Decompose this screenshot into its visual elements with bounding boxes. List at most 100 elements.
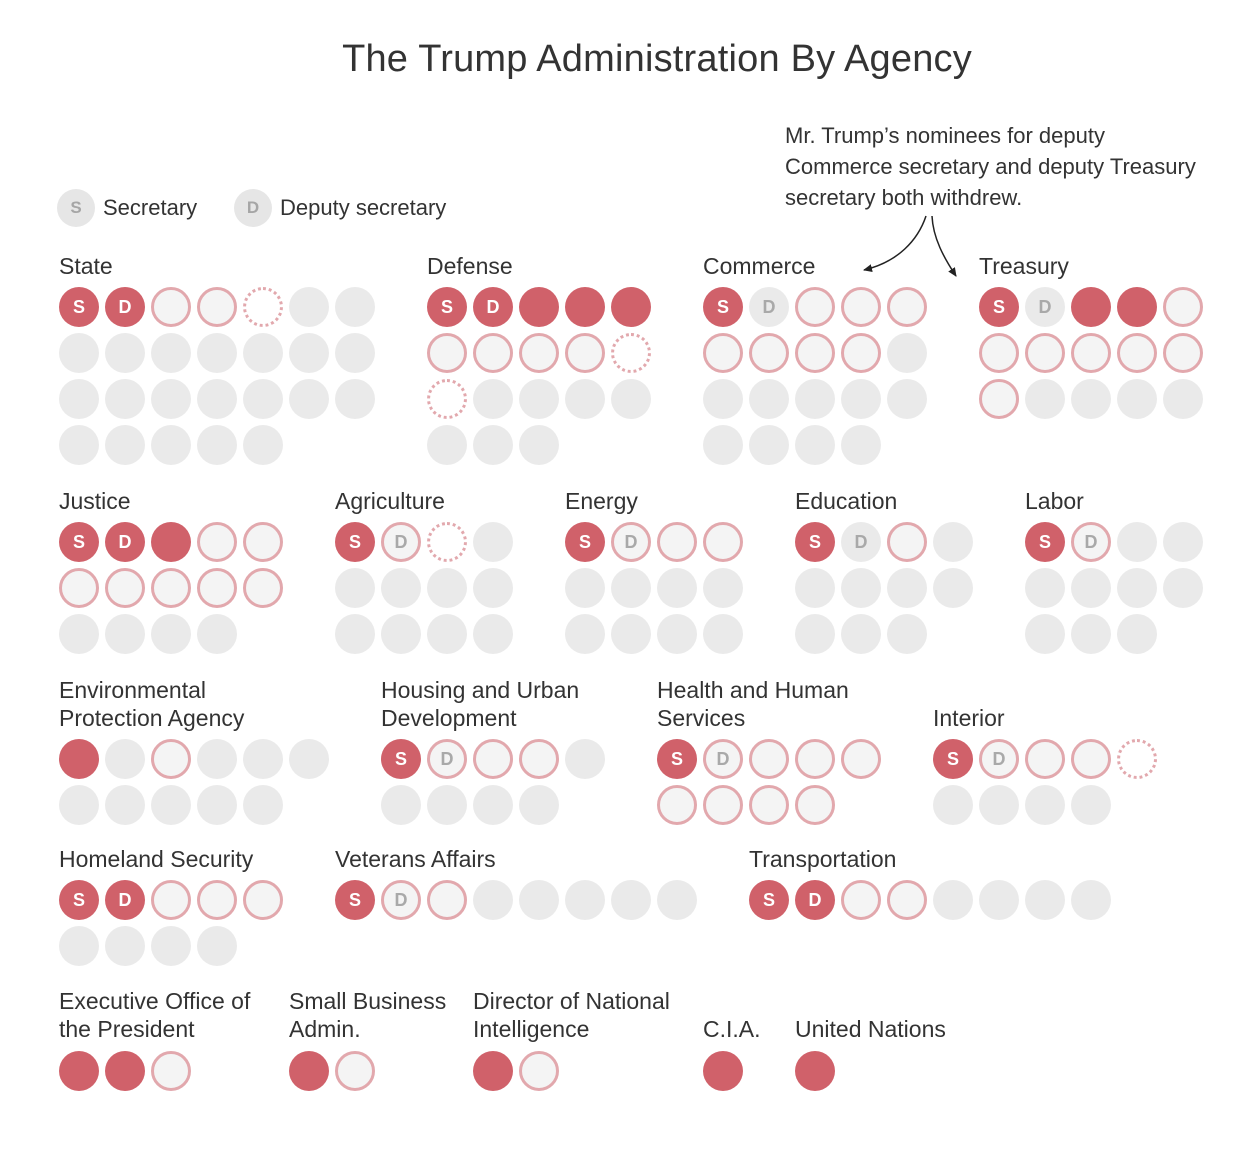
defense-position-vacant bbox=[519, 379, 559, 419]
health-and-human-services-position-nominee bbox=[795, 785, 835, 825]
treasury-position-nominee bbox=[1117, 333, 1157, 373]
health-and-human-services-position-nominee: D bbox=[703, 739, 743, 779]
interior-position-confirmed: S bbox=[933, 739, 973, 779]
defense-position-vacant bbox=[427, 425, 467, 465]
state-position-vacant bbox=[197, 425, 237, 465]
legend-deputy-dot: D bbox=[234, 189, 272, 227]
education-position-vacant bbox=[933, 568, 973, 608]
agency-label-line: Protection Agency bbox=[59, 705, 245, 731]
agriculture-position-vacant bbox=[427, 568, 467, 608]
energy-position-vacant bbox=[565, 614, 605, 654]
state-position-vacant bbox=[105, 379, 145, 419]
treasury-position-vacant bbox=[1117, 379, 1157, 419]
treasury-position-nominee bbox=[979, 379, 1019, 419]
homeland-security-position-confirmed: D bbox=[105, 880, 145, 920]
agriculture-position-vacant bbox=[473, 614, 513, 654]
interior-position-nominee bbox=[1025, 739, 1065, 779]
state-position-vacant bbox=[335, 379, 375, 419]
legend-secretary-dot: S bbox=[57, 189, 95, 227]
agency-label-line: the President bbox=[59, 1016, 195, 1042]
veterans-affairs-position-vacant bbox=[657, 880, 697, 920]
homeland-security-position-nominee bbox=[151, 880, 191, 920]
homeland-security-position-confirmed: S bbox=[59, 880, 99, 920]
legend-deputy: D Deputy secretary bbox=[234, 188, 446, 228]
state-position-confirmed: D bbox=[105, 287, 145, 327]
agriculture-position-vacant bbox=[381, 568, 421, 608]
defense-position-vacant bbox=[519, 425, 559, 465]
housing-and-urban-development-position-nominee bbox=[519, 739, 559, 779]
commerce-position-nominee bbox=[841, 287, 881, 327]
education-position-vacant bbox=[795, 568, 835, 608]
labor-position-confirmed: S bbox=[1025, 522, 1065, 562]
state-position-nominee bbox=[151, 287, 191, 327]
interior-position-vacant bbox=[1025, 785, 1065, 825]
defense-position-nominee bbox=[473, 333, 513, 373]
defense-position-confirmed bbox=[611, 287, 651, 327]
defense-position-withdrawn bbox=[611, 333, 651, 373]
agency-label-transportation: Transportation bbox=[749, 845, 896, 873]
environmental-protection-agency-position-vacant bbox=[243, 785, 283, 825]
commerce-position-vacant bbox=[887, 379, 927, 419]
state-position-vacant bbox=[243, 379, 283, 419]
transportation-position-confirmed: D bbox=[795, 880, 835, 920]
transportation-position-vacant bbox=[933, 880, 973, 920]
state-position-vacant bbox=[151, 379, 191, 419]
environmental-protection-agency-position-vacant bbox=[105, 785, 145, 825]
health-and-human-services-position-nominee bbox=[749, 785, 789, 825]
agency-label-line: Development bbox=[381, 705, 517, 731]
agriculture-position-confirmed: S bbox=[335, 522, 375, 562]
agency-label-treasury: Treasury bbox=[979, 252, 1069, 280]
justice-position-nominee bbox=[197, 568, 237, 608]
justice-position-confirmed bbox=[151, 522, 191, 562]
agency-label-director-of-national-intelligence: Director of National Intelligence bbox=[473, 987, 670, 1043]
agency-label-line: Interior bbox=[933, 705, 1005, 731]
agency-label-line: Executive Office of bbox=[59, 988, 251, 1014]
executive-office-of-the-president-position-confirmed bbox=[105, 1051, 145, 1091]
arrow-to-commerce bbox=[863, 215, 927, 273]
agency-label-line: Admin. bbox=[289, 1016, 361, 1042]
education-position-vacant bbox=[841, 568, 881, 608]
defense-position-nominee bbox=[519, 333, 559, 373]
interior-position-nominee: D bbox=[979, 739, 1019, 779]
agency-label-line: Defense bbox=[427, 253, 513, 279]
commerce-position-nominee bbox=[749, 333, 789, 373]
withdrawal-annotation: Mr. Trump’s nominees for deputy Commerce… bbox=[785, 123, 1196, 210]
health-and-human-services-position-nominee bbox=[703, 785, 743, 825]
housing-and-urban-development-position-confirmed: S bbox=[381, 739, 421, 779]
c-i-a-position-confirmed bbox=[703, 1051, 743, 1091]
education-position-vacant: D bbox=[841, 522, 881, 562]
agriculture-position-vacant bbox=[335, 568, 375, 608]
state-position-nominee bbox=[197, 287, 237, 327]
energy-position-confirmed: S bbox=[565, 522, 605, 562]
commerce-position-vacant bbox=[749, 425, 789, 465]
agriculture-position-withdrawn bbox=[427, 522, 467, 562]
treasury-position-nominee bbox=[1163, 333, 1203, 373]
state-position-vacant bbox=[105, 425, 145, 465]
defense-position-nominee bbox=[565, 333, 605, 373]
veterans-affairs-position-vacant bbox=[565, 880, 605, 920]
interior-position-vacant bbox=[979, 785, 1019, 825]
energy-position-vacant bbox=[657, 614, 697, 654]
housing-and-urban-development-position-vacant bbox=[427, 785, 467, 825]
legend-secretary: S Secretary bbox=[57, 188, 197, 228]
veterans-affairs-position-vacant bbox=[611, 880, 651, 920]
agency-label-line: Small Business bbox=[289, 988, 447, 1014]
labor-position-vacant bbox=[1163, 568, 1203, 608]
defense-position-confirmed: S bbox=[427, 287, 467, 327]
agency-label-line: Health and Human bbox=[657, 677, 849, 703]
treasury-position-nominee bbox=[1071, 333, 1111, 373]
commerce-position-vacant bbox=[749, 379, 789, 419]
agriculture-position-nominee: D bbox=[381, 522, 421, 562]
defense-position-confirmed bbox=[519, 287, 559, 327]
commerce-position-nominee bbox=[887, 287, 927, 327]
agency-label-interior: Interior bbox=[933, 704, 1005, 732]
homeland-security-position-nominee bbox=[197, 880, 237, 920]
housing-and-urban-development-position-vacant bbox=[519, 785, 559, 825]
state-position-vacant bbox=[289, 379, 329, 419]
labor-position-vacant bbox=[1025, 614, 1065, 654]
health-and-human-services-position-confirmed: S bbox=[657, 739, 697, 779]
treasury-position-vacant: D bbox=[1025, 287, 1065, 327]
justice-position-nominee bbox=[243, 522, 283, 562]
state-position-vacant bbox=[197, 379, 237, 419]
homeland-security-position-nominee bbox=[243, 880, 283, 920]
